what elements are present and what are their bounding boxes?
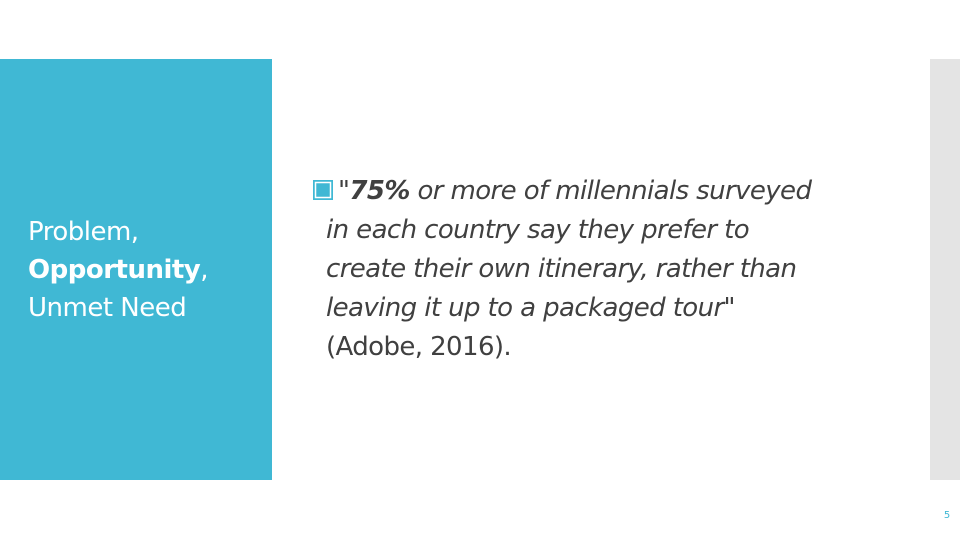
quote-line-1: "75% or more of millennials surveyed xyxy=(312,172,912,211)
quote-line-3: create their own itinerary, rather than xyxy=(326,254,797,284)
quote-block: "75% or more of millennials surveyed in … xyxy=(312,172,912,367)
right-decor-bar xyxy=(930,59,960,480)
quote-line-1-text: or more of millennials surveyed xyxy=(409,176,812,206)
quote-highlight: 75% xyxy=(349,176,410,206)
quote-line-4: leaving it up to a packaged tour" xyxy=(326,293,736,323)
quote-citation: (Adobe, 2016). xyxy=(326,332,512,362)
section-title: Problem, Opportunity, Unmet Need xyxy=(28,213,268,327)
section-title-line-3: Unmet Need xyxy=(28,293,187,323)
section-title-emphasis: Opportunity xyxy=(28,255,201,285)
open-quote-mark: " xyxy=(338,176,350,206)
section-title-comma: , xyxy=(200,255,209,285)
page-number: 5 xyxy=(943,510,951,521)
section-title-line-1: Problem, xyxy=(28,217,139,247)
side-panel xyxy=(0,59,272,480)
quote-line-2: in each country say they prefer to xyxy=(326,215,750,245)
section-title-line-2: Opportunity, xyxy=(28,251,268,289)
checkbox-bullet-icon xyxy=(312,179,334,201)
